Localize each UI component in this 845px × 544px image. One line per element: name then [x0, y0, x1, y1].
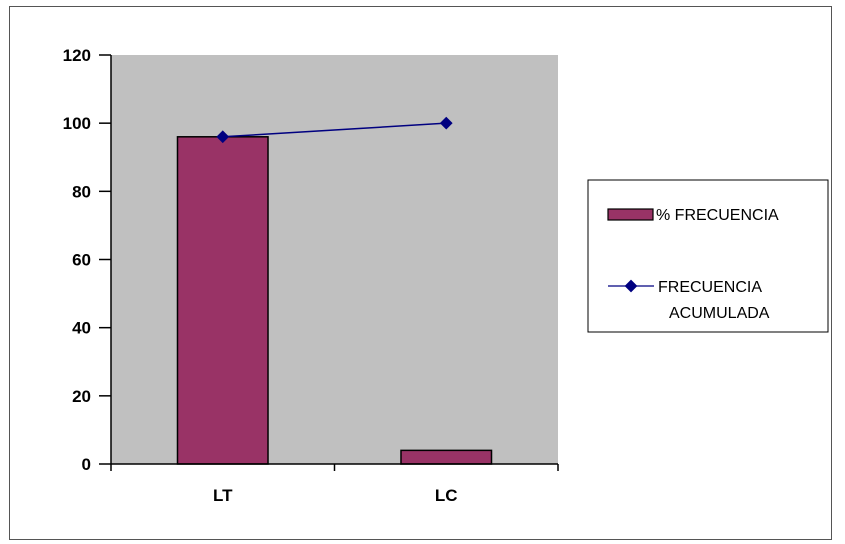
line-point-lt — [216, 130, 230, 144]
legend-label-line-2: ACUMULADA — [669, 305, 770, 322]
legend-label-bar: % FRECUENCIA — [656, 207, 779, 224]
y-tick-label: 40 — [72, 319, 91, 338]
y-tick-label: 120 — [63, 46, 91, 65]
y-tick-label: 60 — [72, 251, 91, 270]
y-tick-label: 100 — [63, 114, 91, 133]
line-layer — [216, 116, 453, 144]
legend-label-line-1: FRECUENCIA — [658, 279, 762, 296]
y-tick-label: 80 — [72, 182, 91, 201]
line-point-lc — [439, 116, 453, 130]
cumulative-line — [222, 122, 447, 138]
legend: % FRECUENCIA FRECUENCIA ACUMULADA — [587, 179, 829, 333]
x-axis-ticks: LT LC — [110, 464, 559, 505]
y-axis-ticks: 0 20 40 60 80 100 120 — [63, 46, 111, 474]
bar-lc — [400, 449, 493, 465]
y-tick-label: 0 — [82, 455, 91, 474]
legend-swatch-bar — [607, 208, 654, 221]
legend-box — [587, 179, 829, 333]
x-tick-label: LT — [213, 486, 233, 505]
x-tick-label: LC — [435, 486, 458, 505]
bar-lt — [176, 136, 269, 465]
y-tick-label: 20 — [72, 387, 91, 406]
